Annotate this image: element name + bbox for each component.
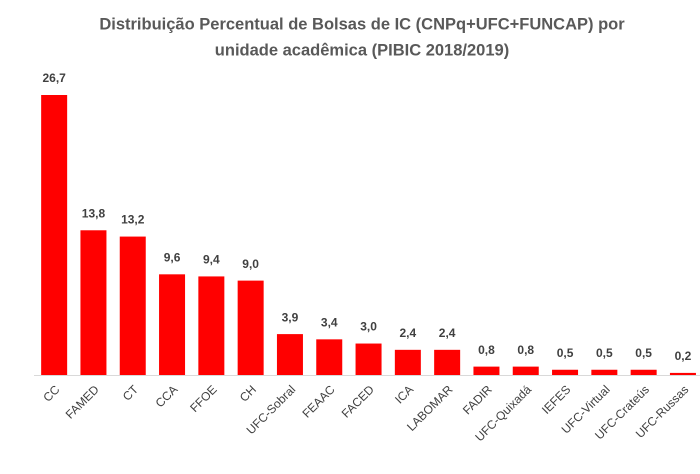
value-label: 2,4 [439,326,456,340]
bar [80,230,107,375]
x-tick-label: CT [120,382,142,404]
bar [394,349,421,375]
x-tick-label: CH [237,382,259,404]
x-tick-label: IEFES [539,382,573,416]
bar [473,366,500,375]
value-label: 0,5 [557,346,574,360]
value-label: 13,2 [121,213,145,227]
bar [630,369,657,375]
x-tick-label: FADIR [460,382,495,417]
chart-title: Distribuição Percentual de Bolsas de IC … [99,15,625,33]
x-tick-label: FFOE [187,382,220,415]
x-tick-label: FAMED [63,382,102,421]
value-label: 0,5 [596,346,613,360]
bar [552,369,579,375]
bar [198,276,225,375]
x-tick-label: FEAAC [299,382,337,420]
bar [119,236,146,375]
value-label: 2,4 [400,326,417,340]
bar [276,334,303,375]
bar [159,274,186,375]
value-label: 26,7 [42,71,66,85]
bar [591,369,618,375]
value-label: 0,2 [675,349,692,363]
value-label: 3,4 [321,316,338,330]
bar [41,95,68,375]
bar [316,339,343,375]
bar [669,372,696,375]
bar [237,280,264,375]
x-tick-label: ICA [392,382,416,406]
bar [434,349,461,375]
bar [355,343,382,375]
value-label: 0,8 [478,343,495,357]
x-tick-label: CC [40,382,62,404]
chart-title: unidade acadêmica (PIBIC 2018/2019) [215,41,509,59]
x-tick-label: FACED [339,382,377,420]
value-label: 13,8 [82,206,106,220]
value-label: 0,5 [635,346,652,360]
value-label: 3,0 [360,320,377,334]
value-label: 3,9 [282,310,299,324]
value-label: 9,4 [203,253,220,267]
value-label: 9,0 [242,257,259,271]
bar [512,366,539,375]
value-label: 0,8 [517,343,534,357]
value-label: 9,6 [164,250,181,264]
x-tick-label: CCA [153,382,181,410]
